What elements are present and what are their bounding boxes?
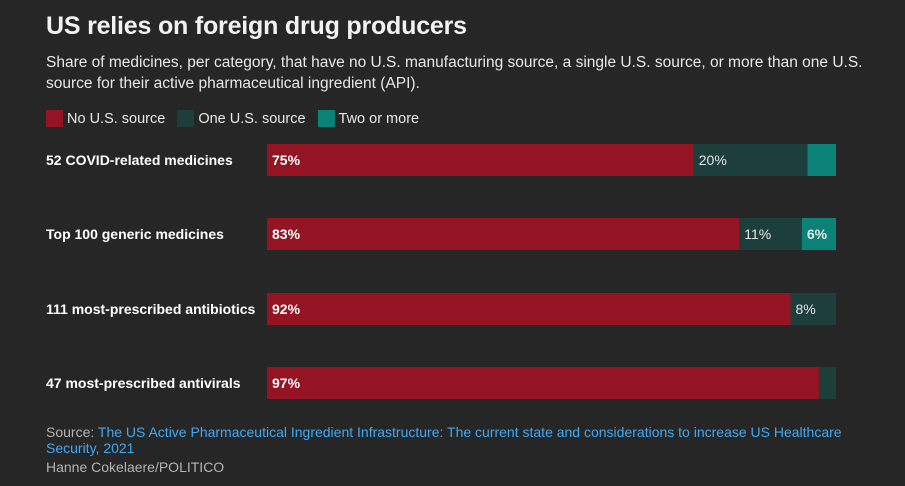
bar-segment-no-u-s-source-3 [267, 293, 791, 325]
legend-swatch-one-us-source [177, 110, 195, 127]
data-label-no-u-s-source-1: 75% [272, 152, 301, 168]
data-label-one-u-s-source-1: 20% [699, 152, 727, 168]
bar-segment-one-u-s-source-3 [790, 293, 836, 325]
bar-segment-no-u-s-source-4 [267, 367, 819, 399]
legend-item-two-or-more: Two or more [317, 110, 420, 127]
bar-segment-no-u-s-source-1 [267, 144, 694, 176]
stacked-bar-chart: 52 COVID-related medicines 75% 20% Top 100 … [46, 144, 836, 399]
data-label-two-or-more-2: 6% [807, 226, 828, 242]
data-label-no-u-s-source-4: 97% [272, 375, 301, 391]
legend-label-two-or-more: Two or more [338, 110, 420, 127]
legend-item-one-us-source: One U.S. source [177, 110, 306, 127]
source-prefix: Source: [46, 424, 98, 440]
bar-segment-one-u-s-source-2 [739, 218, 802, 250]
data-label-one-u-s-source-2: 11% [744, 226, 771, 242]
source-link[interactable]: The US Active Pharmaceutical Ingredient … [46, 424, 842, 456]
bar-segment-two-or-more-1 [807, 144, 836, 176]
legend-label-one-us-source: One U.S. source [198, 110, 306, 127]
legend-swatch-no-us-source [46, 110, 63, 127]
legend-label-no-us-source: No U.S. source [67, 110, 166, 127]
chart-subtitle: Share of medicines, per category, that h… [46, 54, 863, 92]
bar-segment-two-or-more-2 [801, 218, 836, 250]
bar-segment-one-u-s-source-1 [693, 144, 808, 176]
category-label-111-most-prescribed-antibiotics: 111 most-prescribed antibiotics [46, 301, 256, 317]
chart-title: US relies on foreign drug producers [46, 12, 467, 40]
legend: No U.S. source One U.S. source Two or mo… [46, 110, 431, 127]
data-label-no-u-s-source-3: 92% [272, 301, 301, 317]
legend-item-no-us-source: No U.S. source [46, 110, 165, 127]
category-label-52-covid-related-medicines: 52 COVID-related medicines [46, 152, 233, 168]
source-note: Source: The US Active Pharmaceutical Ing… [46, 424, 846, 456]
bar-segment-one-u-s-source-4 [818, 367, 836, 399]
category-label-top-100-generic-medicines: Top 100 generic medicines [46, 226, 224, 242]
data-label-no-u-s-source-2: 83% [272, 226, 301, 242]
bar-segment-no-u-s-source-2 [267, 218, 740, 250]
data-label-one-u-s-source-3: 8% [795, 301, 815, 317]
credit: Hanne Cokelaere/POLITICO [46, 459, 225, 475]
category-label-47-most-prescribed-antivirals: 47 most-prescribed antivirals [46, 375, 241, 391]
legend-swatch-two-or-more [317, 110, 335, 127]
